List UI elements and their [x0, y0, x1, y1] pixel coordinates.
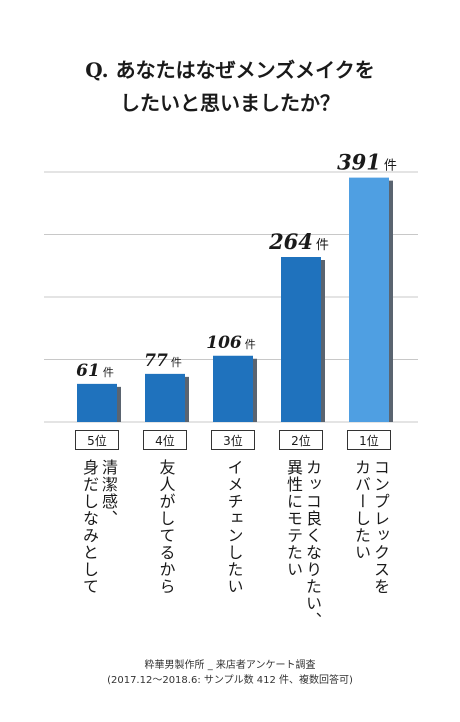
chart-title: Q. あなたはなぜメンズメイクを したいと思いましたか？	[0, 54, 460, 120]
title-line-2: したいと思いましたか？	[120, 91, 340, 115]
footer-source: 粋華男製作所 _ 来店者アンケート調査	[144, 660, 316, 671]
value-label-3: 264 件	[268, 229, 329, 254]
title-line-1: Q. あなたはなぜメンズメイクを	[85, 58, 375, 82]
rank-label-1: 4位	[143, 430, 187, 450]
value-label-4: 391 件	[337, 150, 397, 175]
bar-0	[77, 383, 117, 422]
footer: 粋華男製作所 _ 来店者アンケート調査 (2017.12～2018.6: サンプ…	[0, 658, 460, 688]
reason-label-2: イメチェンしたい	[224, 459, 244, 595]
value-label-0: 61 件	[76, 361, 114, 381]
footer-sample: (2017.12～2018.6: サンプル数 412 件、複数回答可)	[107, 675, 353, 686]
reason-label-3: カッコ良くなりたい、 異性にモテたい	[284, 459, 322, 629]
value-label-2: 106 件	[206, 333, 256, 353]
value-labels: 61 件 77 件 106 件 264 件 391 件	[76, 150, 397, 381]
rank-label-4: 1位	[347, 430, 391, 450]
reason-label-0: 清潔感、 身だしなみとして	[80, 459, 118, 595]
value-label-1: 77 件	[144, 351, 182, 371]
rank-label-3: 2位	[279, 430, 323, 450]
rank-label-0: 5位	[75, 430, 119, 450]
reason-label-4: コンプレックスを カバーしたい	[352, 459, 390, 595]
bar-1	[145, 373, 185, 422]
bar-2	[213, 355, 253, 422]
bar-4	[349, 177, 389, 422]
bar-3	[281, 257, 321, 422]
bars	[77, 177, 393, 422]
reason-label-1: 友人がしてるから	[156, 459, 176, 595]
rank-label-2: 3位	[211, 430, 255, 450]
